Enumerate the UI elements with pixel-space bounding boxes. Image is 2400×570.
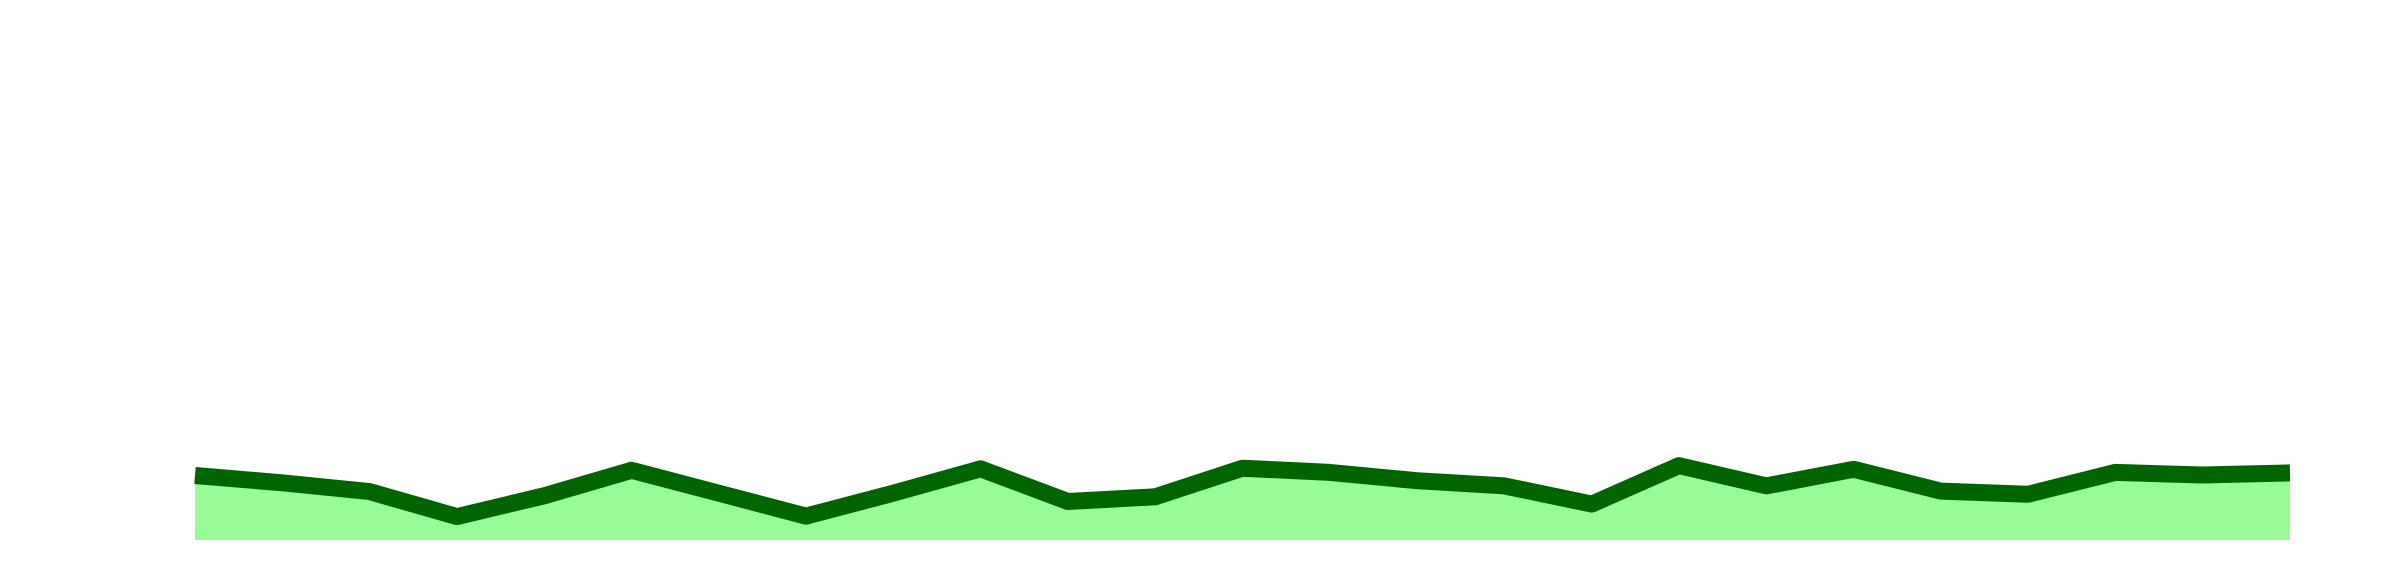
line-layer [194,457,2291,526]
series-area-fill [195,465,2290,540]
series-line [194,457,2291,526]
area-layer [195,465,2290,540]
